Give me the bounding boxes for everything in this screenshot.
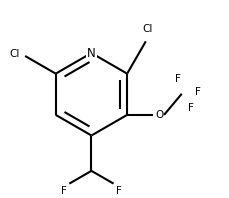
Text: F: F [174,74,180,84]
Text: F: F [116,186,122,196]
Text: F: F [194,87,199,97]
Text: Cl: Cl [10,49,20,59]
Text: Cl: Cl [142,25,152,34]
Text: O: O [155,110,163,120]
Text: F: F [187,103,193,113]
Text: N: N [87,47,95,60]
Text: F: F [60,186,66,196]
